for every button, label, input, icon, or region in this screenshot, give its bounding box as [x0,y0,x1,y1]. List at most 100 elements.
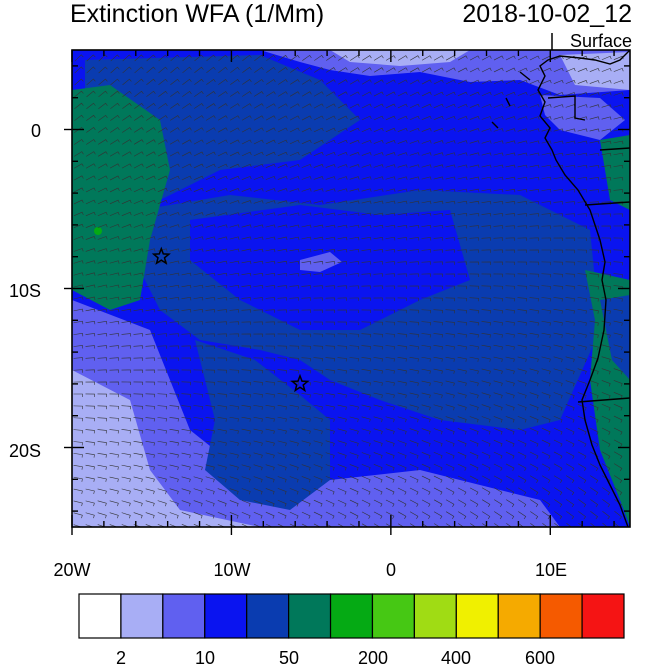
wind-barb [397,140,408,144]
wind-barb [457,237,468,241]
wind-barb [277,381,287,386]
wind-barb [421,237,432,241]
wind-barb [373,309,383,314]
wind-barb [385,273,395,277]
wind-barb [73,381,83,385]
wind-barb [601,285,611,290]
wind-barb [205,187,216,192]
wind-barb [445,237,456,241]
wind-barb [217,500,227,507]
wind-barb [397,499,407,507]
wind-barb [109,500,119,507]
wind-barb [589,308,599,314]
wind-barb [301,392,311,398]
wind-barb [73,211,84,217]
wind-barb [277,273,288,277]
wind-barb [457,67,468,73]
wind-barb [241,357,251,362]
wind-barb [601,344,611,351]
wind-barb [325,345,335,350]
wind-barb [349,261,360,265]
wind-barb [193,428,203,434]
wind-barb [217,284,228,289]
wind-barb [253,151,264,157]
wind-barb [253,476,263,483]
wind-barb [289,91,300,97]
wind-barb [229,345,239,349]
wind-barb [73,175,84,181]
wind-barb [194,54,204,62]
wind-barb [205,297,216,301]
wind-barb [241,163,252,169]
wind-barb [601,80,612,84]
wind-barb [601,415,611,423]
wind-barb [409,297,419,302]
wind-barb [169,236,180,240]
wind-barb [109,452,119,458]
wind-barb [469,356,479,362]
wind-barb [265,212,276,216]
wind-barb [385,103,396,109]
wind-barb [553,140,564,144]
wind-barb [133,260,144,264]
wind-barb [241,309,252,313]
map-title: Extinction WFA (1/Mm) [70,0,325,28]
wind-barb [505,285,515,290]
wind-barb [325,236,336,241]
colorbar-swatch [288,593,332,639]
wind-barb [433,225,444,229]
wind-barb [169,464,179,471]
wind-barb [349,139,360,144]
wind-barb [133,333,144,337]
wind-barb [301,236,312,241]
wind-barb [277,488,287,495]
wind-barb [241,236,252,240]
wind-barb [241,464,251,471]
wind-barb [194,103,204,109]
wind-barb [181,357,191,361]
wind-barb [145,488,155,495]
wind-barb [241,428,251,434]
wind-barb [374,55,384,61]
wind-barb [109,512,119,519]
wind-barb [373,249,384,253]
wind-barb [602,511,610,520]
wind-barb [158,90,168,97]
wind-barb [217,309,228,313]
wind-barb [409,55,420,61]
wind-barb [349,176,360,180]
wind-barb [469,285,479,290]
wind-barb [133,381,143,386]
wind-barb [397,404,407,411]
wind-barb [277,127,288,133]
wind-barb [98,114,108,121]
wind-barb [337,261,348,265]
wind-barb [74,66,84,74]
wind-barb [289,345,299,350]
wind-barb [373,523,381,527]
wind-barb [338,55,348,61]
wind-barb [349,511,359,519]
wind-barb [289,188,300,192]
wind-barb [229,309,240,313]
wind-barb [121,236,132,240]
wind-barb [301,499,311,507]
wind-barb [433,368,443,374]
wind-barb [121,296,132,301]
wind-barb [289,236,300,241]
wind-barb [265,440,275,447]
wind-barb [349,273,360,277]
wind-barb [85,369,95,373]
wind-barb [457,188,468,193]
wind-barb [397,152,408,156]
lat-label-20s: 20S [9,441,41,461]
wind-barb [578,511,587,520]
wind-barb [313,428,323,435]
wind-barb [385,333,395,338]
wind-barb [229,333,239,337]
wind-barb [337,176,348,180]
wind-barb [577,332,587,338]
wind-barb [85,488,95,495]
wind-barb [589,92,600,96]
wind-barb [470,523,477,527]
